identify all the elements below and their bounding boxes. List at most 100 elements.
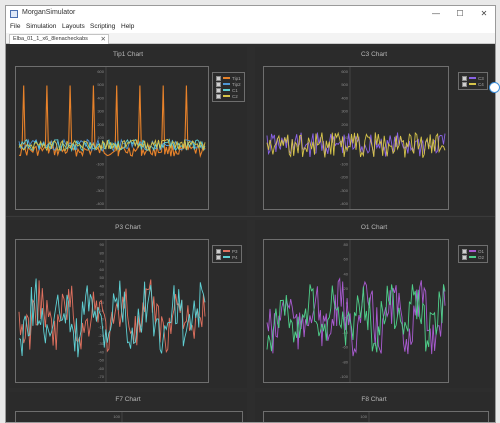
y-tick-label: 300	[97, 109, 104, 114]
chart-title: Tip1 Chart	[112, 51, 144, 58]
signal-trace	[266, 132, 446, 158]
y-tick-label: 70	[100, 259, 105, 264]
legend-checkbox[interactable]	[216, 81, 221, 87]
y-tick-label: -200	[96, 175, 105, 180]
y-tick-label: 100	[113, 414, 120, 419]
legend-checkbox[interactable]	[462, 254, 467, 260]
y-tick-label: -60	[98, 366, 105, 371]
title-bar[interactable]: MorganSimulator — ☐ ✕	[6, 6, 495, 22]
legend-item[interactable]: P4	[216, 254, 238, 260]
chart-title: P3 Chart	[115, 224, 141, 231]
menu-scripting[interactable]: Scripting	[90, 23, 116, 30]
legend-swatch	[223, 95, 230, 97]
plot-area[interactable]: 600 500 400 300 200 100 0 -100 -200 -300 -400	[263, 66, 449, 210]
y-tick-label: -20	[98, 333, 105, 338]
legend-item[interactable]: C2	[216, 93, 241, 99]
y-tick-label: 100	[97, 135, 104, 140]
y-tick-label: -70	[98, 374, 105, 379]
y-tick-label: 50	[100, 275, 105, 280]
legend-swatch	[469, 250, 476, 252]
y-tick-label: -40	[342, 330, 349, 335]
chart-panel: F8 Chart 100	[255, 392, 493, 422]
legend-item[interactable]: O1	[462, 248, 484, 254]
menu-file[interactable]: File	[10, 23, 21, 30]
y-tick-label: 300	[341, 109, 348, 114]
legend-checkbox[interactable]	[216, 87, 221, 93]
y-tick-label: 600	[341, 69, 348, 74]
legend-label: O2	[478, 254, 485, 260]
legend-label: C2	[232, 93, 238, 99]
legend-swatch	[223, 256, 230, 258]
legend-swatch	[223, 89, 230, 91]
plot-area[interactable]: 80 60 40 20 0 -20 -40 -60 -80 -100	[263, 239, 449, 383]
chart-panel: F7 Chart 100	[9, 392, 247, 422]
chart-legend: C3 C4	[458, 72, 488, 90]
close-button[interactable]: ✕	[480, 9, 488, 18]
y-tick-label: 20	[100, 300, 105, 305]
y-tick-label: -40	[98, 349, 105, 354]
y-tick-label: 80	[100, 250, 105, 255]
chart-legend: O1 O2	[458, 245, 489, 263]
legend-item[interactable]: C3	[462, 75, 484, 81]
legend-item[interactable]: O2	[462, 254, 484, 260]
legend-checkbox[interactable]	[216, 93, 221, 99]
menu-bar: File Simulation Layouts Scripting Help	[6, 22, 495, 33]
y-tick-label: -400	[96, 201, 105, 206]
y-tick-label: 10	[100, 308, 105, 313]
y-tick-label: -80	[342, 359, 349, 364]
y-tick-label: 500	[97, 82, 104, 87]
legend-item[interactable]: Tip1	[216, 75, 241, 81]
legend-label: C1	[232, 87, 238, 93]
chart-workspace: Tip1 Chart 600 500 400 300 200 100 0 -100 -200 -30…	[6, 44, 495, 422]
maximize-button[interactable]: ☐	[456, 9, 464, 18]
chart-svg: 100	[113, 412, 123, 422]
legend-swatch	[223, 77, 230, 79]
legend-swatch	[469, 77, 476, 79]
legend-item[interactable]: P3	[216, 248, 238, 254]
signal-trace	[18, 138, 206, 153]
chart-svg: 90 80 70 60 50 40 30 20 10 0 -10 -20 -30 -40 -50 -60 -70	[18, 240, 206, 382]
legend-swatch	[223, 83, 230, 85]
menu-simulation[interactable]: Simulation	[26, 23, 57, 30]
signal-trace	[266, 277, 446, 357]
minimize-button[interactable]: —	[432, 9, 440, 18]
chart-title: F7 Chart	[115, 396, 141, 403]
legend-label: Tip1	[232, 75, 241, 81]
chart-title: F8 Chart	[361, 396, 387, 403]
tab-close-icon[interactable]: ✕	[100, 36, 106, 43]
legend-item[interactable]: C4	[462, 81, 484, 87]
legend-swatch	[469, 256, 476, 258]
legend-label: C4	[478, 81, 484, 87]
y-tick-label: 30	[100, 292, 105, 297]
y-tick-label: -100	[340, 161, 349, 166]
chart-panel: O1 Chart 80 60 40 20 0 -20 -40 -60 -80 -100 O1 O2	[255, 220, 493, 388]
y-tick-label: 60	[344, 257, 349, 262]
legend-checkbox[interactable]	[462, 248, 467, 254]
legend-checkbox[interactable]	[462, 75, 467, 81]
plot-area[interactable]: 90 80 70 60 50 40 30 20 10 0 -10 -20 -30 -40 -50 -60 -70	[15, 239, 209, 383]
y-tick-label: -400	[340, 201, 349, 206]
legend-item[interactable]: Tip2	[216, 81, 241, 87]
legend-checkbox[interactable]	[216, 75, 221, 81]
plot-area[interactable]: 100	[15, 411, 243, 422]
signal-trace	[18, 138, 206, 153]
app-window: MorganSimulator — ☐ ✕ File Simulation La…	[5, 5, 496, 423]
legend-item[interactable]: C1	[216, 87, 241, 93]
legend-checkbox[interactable]	[216, 248, 221, 254]
y-tick-label: -30	[98, 341, 105, 346]
plot-area[interactable]: 100	[263, 411, 489, 422]
signal-trace	[18, 278, 206, 358]
legend-label: P3	[232, 248, 238, 254]
legend-checkbox[interactable]	[216, 254, 221, 260]
chart-legend: P3 P4	[212, 245, 242, 263]
document-tab-label: Elba_01_1_x6_8lenacheckabs	[13, 36, 88, 42]
menu-help[interactable]: Help	[121, 23, 135, 30]
plot-area[interactable]: 600 500 400 300 200 100 0 -100 -200 -300 -400	[15, 66, 209, 210]
y-tick-label: 200	[341, 122, 348, 127]
menu-layouts[interactable]: Layouts	[62, 23, 85, 30]
document-tab[interactable]: Elba_01_1_x6_8lenacheckabs ✕	[9, 34, 109, 44]
y-tick-label: 40	[344, 271, 349, 276]
legend-checkbox[interactable]	[462, 81, 467, 87]
